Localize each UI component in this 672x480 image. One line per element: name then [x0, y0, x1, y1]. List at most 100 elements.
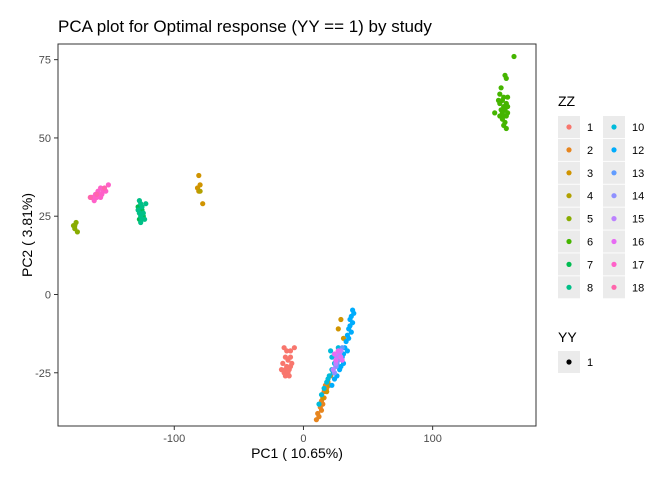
legend-zz-swatch-14 — [611, 193, 617, 199]
point-zz-17-0 — [105, 182, 111, 188]
legend-zz-swatch-7 — [566, 261, 572, 267]
legend-zz-swatch-4 — [566, 193, 572, 199]
legend-zz-label-13: 13 — [632, 168, 644, 180]
point-zz-12-12 — [344, 348, 350, 354]
point-zz-10-11 — [325, 376, 331, 382]
legend-yy-swatch-1 — [566, 359, 572, 365]
point-zz-8-9 — [142, 216, 148, 222]
legend-zz-swatch-13 — [611, 170, 617, 176]
legend-zz-swatch-3 — [566, 170, 572, 176]
point-zz-6-3 — [498, 85, 504, 91]
point-zz-10-1 — [318, 392, 325, 398]
legend-zz-label-1: 1 — [587, 122, 593, 134]
legend-zz-label-16: 16 — [632, 237, 644, 249]
y-axis-title: PC2 ( 3.81%) — [19, 193, 35, 277]
legend-zz-label-5: 5 — [587, 214, 593, 226]
point-zz-5-4 — [70, 223, 77, 229]
legend-zz-label-10: 10 — [632, 122, 644, 134]
legend-zz-swatch-17 — [611, 261, 617, 267]
legend-zz-swatch-15 — [611, 216, 617, 222]
point-zz-3-3 — [196, 172, 202, 179]
y-tick-label: 0 — [45, 289, 51, 301]
point-zz-3-4 — [200, 201, 206, 207]
point-zz-18-0 — [101, 185, 108, 191]
legend-yy: YY 1 — [558, 329, 593, 373]
point-zz-12-20 — [329, 382, 335, 388]
plot-title: PCA plot for Optimal response (YY == 1) … — [58, 17, 432, 36]
point-zz-12-17 — [337, 367, 343, 373]
y-tick-label: 50 — [39, 133, 51, 145]
y-tick-label: 75 — [39, 55, 51, 67]
point-zz-12-10 — [343, 338, 349, 345]
legend-zz-label-17: 17 — [632, 259, 644, 271]
legend-zz-label-4: 4 — [587, 191, 593, 203]
x-tick-label: -100 — [163, 433, 185, 445]
x-axis-ticks: -100 0 100 — [163, 426, 442, 445]
legend-zz-label-18: 18 — [632, 282, 644, 294]
point-zz-6-19 — [503, 113, 509, 119]
data-points — [70, 53, 517, 423]
y-tick-label: -25 — [35, 368, 51, 380]
legend-zz-label-15: 15 — [632, 214, 644, 226]
y-axis-ticks: -25 0 25 50 75 — [35, 55, 58, 380]
legend-zz-label-3: 3 — [587, 168, 593, 180]
legend-zz-title: ZZ — [558, 93, 576, 109]
point-zz-5-1 — [74, 229, 80, 235]
legend-zz-label-12: 12 — [632, 145, 644, 157]
point-zz-6-24 — [492, 110, 498, 116]
point-zz-17-11 — [91, 198, 97, 204]
point-zz-1-3 — [291, 345, 297, 351]
point-zz-1-1 — [284, 348, 290, 354]
legend-zz-label-8: 8 — [587, 282, 593, 294]
point-zz-10-0 — [316, 401, 322, 407]
point-zz-1-8 — [280, 360, 286, 366]
point-zz-1-17 — [286, 373, 292, 379]
point-zz-16-4 — [331, 351, 338, 357]
point-zz-1-16 — [282, 373, 288, 379]
point-zz-6-6 — [505, 94, 511, 100]
legend-zz-swatch-16 — [611, 238, 617, 245]
legend-zz-label-6: 6 — [587, 237, 593, 249]
point-zz-17-12 — [98, 194, 104, 200]
legend-zz-swatch-1 — [566, 124, 572, 130]
x-tick-label: 0 — [300, 433, 306, 445]
legend-zz-label-14: 14 — [632, 191, 644, 203]
y-tick-label: 25 — [39, 211, 51, 223]
legend-yy-title: YY — [558, 329, 577, 345]
point-zz-3-9 — [335, 326, 341, 332]
legend-zz-swatch-12 — [611, 147, 617, 153]
legend-zz-label-2: 2 — [587, 145, 593, 157]
point-zz-8-2 — [143, 201, 149, 207]
legend-yy-label-1: 1 — [587, 357, 593, 369]
point-zz-18-2 — [87, 194, 93, 200]
point-zz-10-9 — [328, 348, 334, 354]
point-zz-6-0 — [511, 53, 517, 60]
legend-zz-swatch-10 — [611, 124, 617, 130]
point-zz-12-7 — [348, 329, 354, 335]
point-zz-2-2 — [315, 410, 321, 417]
legend-zz-swatch-6 — [566, 238, 572, 245]
point-zz-16-0 — [335, 348, 341, 354]
legend-zz-swatch-5 — [566, 216, 572, 222]
point-zz-1-2 — [287, 348, 294, 354]
point-zz-10-2 — [321, 385, 327, 391]
point-zz-16-2 — [333, 357, 339, 363]
legend-zz-swatch-8 — [566, 284, 572, 290]
point-zz-18-1 — [94, 191, 100, 197]
x-tick-label: 100 — [423, 433, 441, 445]
point-zz-16-3 — [339, 357, 345, 363]
point-zz-6-2 — [503, 75, 509, 81]
legend-zz-swatch-18 — [611, 284, 617, 290]
point-zz-3-2 — [197, 182, 203, 188]
point-zz-6-10 — [497, 100, 503, 107]
point-zz-12-19 — [331, 376, 338, 382]
point-zz-8-10 — [138, 219, 144, 226]
point-zz-15-4 — [330, 367, 336, 373]
point-zz-3-8 — [338, 316, 344, 323]
x-axis-title: PC1 ( 10.65%) — [251, 445, 343, 461]
legend-zz-swatch-2 — [566, 147, 572, 153]
point-zz-6-4 — [497, 91, 503, 97]
